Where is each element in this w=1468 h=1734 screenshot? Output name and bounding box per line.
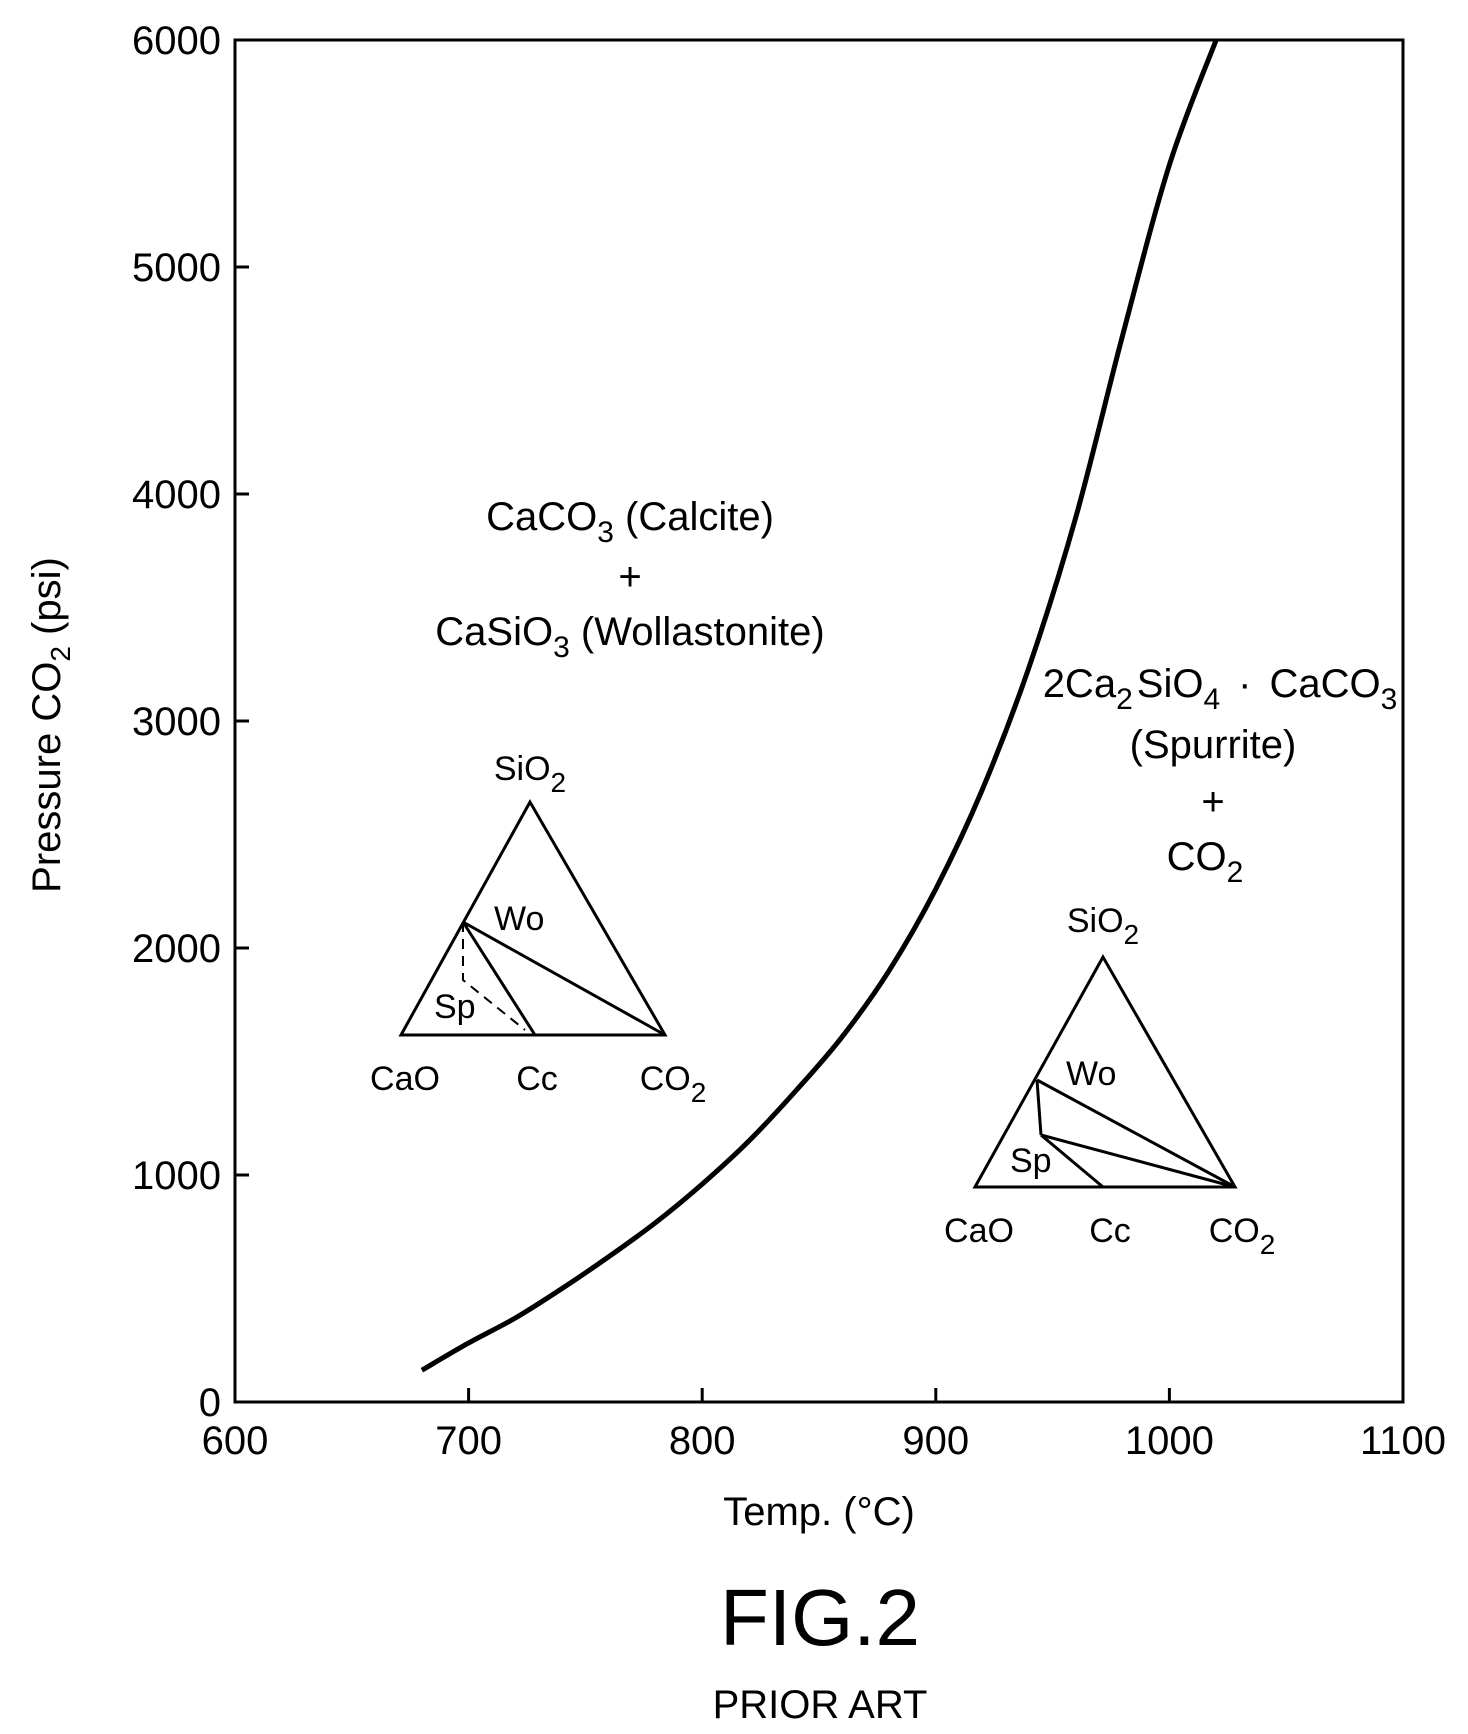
left-cc-label: Cc <box>516 1060 558 1098</box>
right-cao-label: CaO <box>944 1212 1014 1250</box>
right-region-line3: CO2 <box>1167 835 1244 889</box>
right-apex-label: SiO2 <box>1067 902 1139 950</box>
x-axis: 600 700 800 900 1000 1100 <box>202 1388 1446 1463</box>
x-axis-title: Temp. (°C) <box>723 1490 915 1534</box>
x-tick-label: 600 <box>202 1419 269 1463</box>
y-tick-label: 5000 <box>132 246 221 290</box>
ternary-diagram-left: SiO2 Wo Sp CaO Cc CO2 <box>370 750 706 1108</box>
right-wo-label: Wo <box>1066 1055 1116 1093</box>
right-co2-label: CO2 <box>1209 1212 1276 1260</box>
x-tick-label: 800 <box>669 1419 736 1463</box>
y-axis: 0 1000 2000 3000 4000 5000 6000 <box>132 19 249 1425</box>
right-sp-label: Sp <box>1010 1142 1052 1180</box>
left-region-line1: CaCO3 (Calcite) <box>486 495 774 549</box>
x-tick-label: 700 <box>435 1419 502 1463</box>
x-tick-label: 1000 <box>1125 1419 1214 1463</box>
plot-frame <box>233 38 1405 1404</box>
right-region-line1: 2Ca2 SiO4 · CaCO3 <box>1043 662 1398 716</box>
ternary-diagram-right: SiO2 Wo Sp CaO Cc CO2 <box>944 902 1275 1260</box>
y-tick-label: 3000 <box>132 700 221 744</box>
left-sp-label: Sp <box>434 988 476 1026</box>
x-tick-label: 1100 <box>1360 1419 1446 1463</box>
equilibrium-curve <box>420 39 1219 1373</box>
y-tick-label: 6000 <box>132 19 221 63</box>
right-region-plus: + <box>1201 780 1224 824</box>
y-tick-label: 2000 <box>132 927 221 971</box>
left-region-plus: + <box>618 555 641 599</box>
x-tick-label: 900 <box>902 1419 969 1463</box>
y-tick-label: 0 <box>199 1381 221 1425</box>
y-axis-title: Pressure CO2 (psi) <box>25 557 76 893</box>
left-cao-label: CaO <box>370 1060 440 1098</box>
figure-caption: FIG.2 <box>720 1573 920 1662</box>
y-tick-label: 4000 <box>132 473 221 517</box>
right-region-line2: (Spurrite) <box>1130 723 1297 767</box>
left-wo-label: Wo <box>494 900 544 938</box>
y-tick-label: 1000 <box>132 1154 221 1198</box>
left-region-line2: CaSiO3 (Wollastonite) <box>435 610 824 664</box>
figure-subtitle: PRIOR ART <box>713 1683 928 1727</box>
left-apex-label: SiO2 <box>494 750 566 798</box>
left-co2-label: CO2 <box>640 1060 707 1108</box>
right-cc-label: Cc <box>1089 1212 1131 1250</box>
